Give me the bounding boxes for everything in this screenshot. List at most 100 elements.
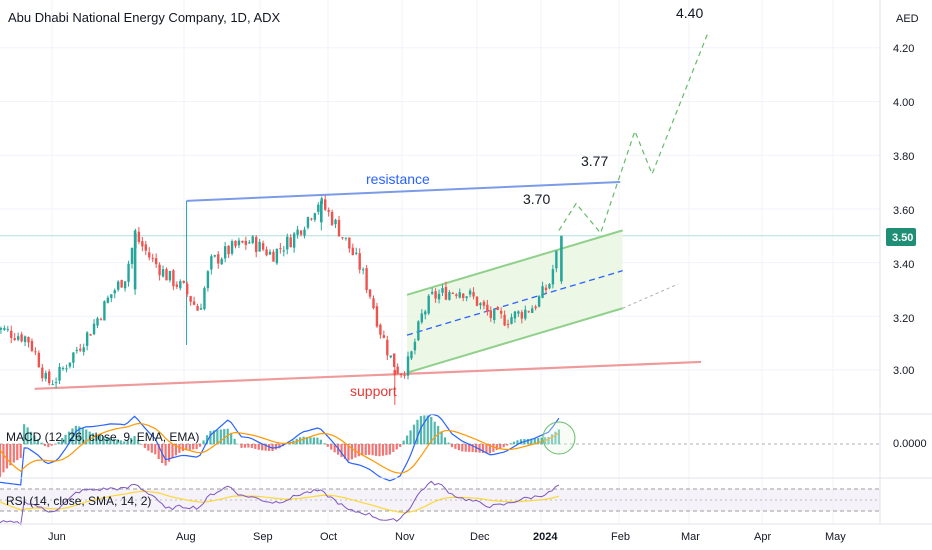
- macd-histogram-bar: [454, 444, 457, 449]
- channel-fill: [407, 230, 623, 373]
- candle-body: [310, 218, 313, 220]
- macd-histogram-bar: [81, 428, 84, 445]
- macd-histogram-bar: [192, 444, 195, 450]
- macd-histogram-bar: [147, 444, 150, 451]
- macd-histogram-bar: [312, 437, 316, 445]
- macd-histogram-bar: [447, 442, 450, 445]
- candle-body: [144, 244, 147, 251]
- macd-histogram-bar: [247, 444, 250, 448]
- candle-body: [382, 335, 386, 338]
- candle-body: [482, 301, 486, 306]
- rsi-label[interactable]: RSI (14, close, SMA, 14, 2): [6, 494, 151, 508]
- currency-label[interactable]: AED: [896, 13, 919, 25]
- macd-histogram-bar: [471, 444, 474, 453]
- candle-body: [227, 245, 230, 255]
- candle-body: [275, 248, 279, 264]
- candle-body: [430, 291, 434, 294]
- candle-body: [324, 199, 327, 210]
- candle-body: [196, 305, 199, 311]
- candle-body: [158, 264, 161, 276]
- candle-body: [217, 254, 220, 264]
- candle-body: [89, 334, 92, 336]
- candle-body: [79, 348, 82, 351]
- price-tick: 4.00: [893, 97, 914, 109]
- candle-body: [272, 251, 275, 262]
- candle-body: [244, 240, 248, 245]
- candle-body: [41, 367, 44, 379]
- candle-body: [327, 210, 330, 212]
- resistance-label: resistance: [366, 171, 430, 187]
- macd-label[interactable]: MACD (12, 26, close, 9, EMA, EMA): [6, 430, 199, 444]
- macd-histogram-bar: [74, 425, 77, 445]
- macd-histogram-bar: [23, 424, 26, 445]
- macd-histogram-bar: [261, 444, 264, 451]
- candle-body: [123, 281, 127, 289]
- candle-body: [393, 353, 396, 367]
- macd-histogram-bar: [16, 444, 19, 461]
- target-label-2: 3.77: [581, 153, 608, 169]
- macd-histogram-bar: [361, 444, 364, 456]
- candle-body: [268, 251, 272, 255]
- candle-body: [23, 336, 27, 342]
- candle-body: [551, 269, 555, 285]
- candle-body: [27, 336, 30, 343]
- candle-body: [175, 284, 179, 287]
- macd-histogram-bar: [126, 440, 129, 445]
- candle-body: [192, 301, 196, 305]
- macd-histogram-bar: [67, 431, 71, 445]
- macd-histogram-bar: [343, 444, 347, 459]
- macd-histogram-bar: [240, 444, 243, 448]
- price-tick: 3.20: [893, 313, 914, 325]
- channel-mid-line: [406, 270, 623, 336]
- price-axis[interactable]: 4.20 4.00 3.80 3.60 3.40 3.20 3.00: [893, 43, 914, 377]
- macd-histogram-bar: [392, 444, 395, 452]
- macd-histogram-bar: [357, 444, 360, 457]
- candle-body: [154, 258, 158, 265]
- candle-body: [299, 230, 303, 235]
- time-tick: 2024: [533, 531, 558, 543]
- macd-histogram-bar: [416, 419, 419, 445]
- macd-histogram-bar: [85, 429, 88, 445]
- candle-body: [489, 310, 492, 319]
- macd-histogram-bar: [178, 444, 181, 453]
- candle-body: [141, 241, 144, 247]
- macd-histogram-bar: [143, 444, 146, 448]
- macd-histogram-bar: [509, 443, 512, 445]
- macd-histogram-bar: [119, 440, 122, 445]
- macd-histogram-bar: [61, 437, 64, 445]
- macd-histogram-bar: [437, 425, 440, 445]
- macd-histogram-bar: [185, 444, 188, 451]
- candle-body: [186, 283, 189, 295]
- candle-body: [3, 328, 6, 330]
- macd-histogram-bar: [150, 444, 153, 453]
- candle-body: [427, 295, 430, 314]
- candle-body: [348, 237, 351, 249]
- candle-body: [424, 311, 427, 315]
- candle-body: [337, 219, 341, 237]
- candle-body: [179, 281, 182, 289]
- macd-histogram-bar: [57, 441, 60, 445]
- macd-histogram-bar: [499, 444, 502, 449]
- macd-histogram-bar: [133, 436, 136, 445]
- candle-body: [161, 269, 165, 277]
- macd-histogram-bar: [123, 441, 126, 445]
- macd-histogram-bar: [216, 429, 219, 445]
- macd-histogram-bar: [350, 444, 353, 460]
- macd-histogram-bar: [481, 444, 485, 453]
- candle-body: [444, 286, 448, 300]
- candle-body: [486, 304, 489, 312]
- candle-body: [61, 367, 65, 369]
- candle-body: [361, 269, 365, 271]
- candle-body: [313, 213, 317, 220]
- macd-histogram-bar: [181, 444, 184, 452]
- candle-body: [455, 294, 458, 296]
- candle-body: [524, 309, 527, 319]
- candle-body: [541, 286, 544, 298]
- candle-body: [292, 233, 296, 248]
- macd-histogram-bar: [374, 444, 378, 456]
- candle-body: [127, 263, 130, 282]
- macd-histogram-bar: [364, 444, 367, 456]
- time-axis[interactable]: Jun Aug Sep Oct Nov Dec 2024 Feb Mar Apr…: [48, 531, 846, 543]
- macd-histogram-bar: [19, 444, 22, 459]
